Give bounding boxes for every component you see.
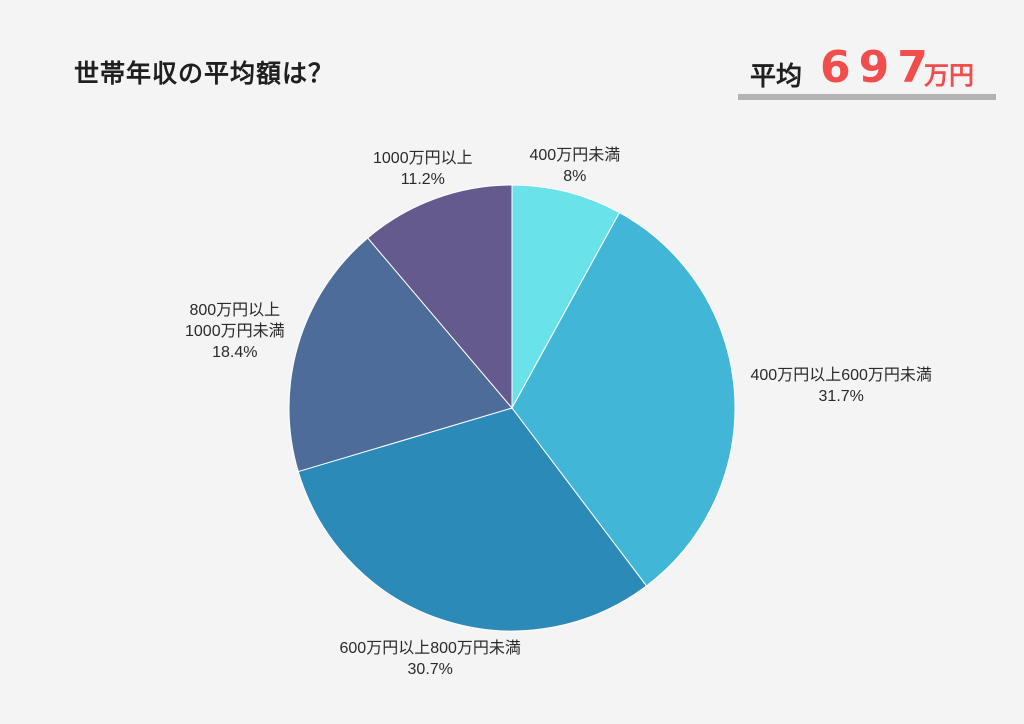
slice-label-400-600: 400万円以上600万円未満 31.7%: [751, 365, 932, 407]
slice-label-text: 1000万円以上: [373, 150, 473, 167]
pie-slice-under-400: [511, 184, 621, 409]
pie-slice-600-800: [297, 407, 648, 632]
pie-slice-400-600: [511, 211, 736, 587]
chart-title: 世帯年収の平均額は？: [74, 59, 335, 88]
slice-label-percent: 30.7%: [407, 661, 453, 678]
average-value: 697: [820, 42, 936, 93]
slice-label-text: 400万円未満: [529, 147, 621, 164]
slice-label-800-1000: 800万円以上 1000万円未満 18.4%: [185, 300, 285, 363]
slice-label-percent: 18.4%: [212, 344, 258, 361]
slice-label-text: 1000万円未満: [185, 323, 285, 340]
slice-label-text: 600万円以上800万円未満: [339, 640, 521, 657]
pie-slice-over-1000: [367, 184, 513, 410]
slice-label-percent: 8%: [563, 168, 587, 185]
average-unit: 万円: [924, 61, 975, 90]
pie-slice-800-1000: [288, 237, 513, 473]
average-summary: 平均 697 万円: [738, 40, 996, 102]
average-underline: [738, 94, 996, 100]
slice-label-text: 800万円以上: [189, 302, 281, 319]
slice-label-percent: 11.2%: [400, 171, 445, 188]
slice-label-percent: 31.7%: [818, 388, 864, 405]
slice-label-under-400: 400万円未満 8%: [530, 145, 621, 187]
slice-label-text: 400万円以上600万円未満: [750, 367, 932, 384]
slice-label-over-1000: 1000万円以上 11.2%: [373, 148, 473, 190]
average-label: 平均: [750, 62, 803, 92]
slice-label-600-800: 600万円以上800万円未満 30.7%: [340, 638, 521, 680]
